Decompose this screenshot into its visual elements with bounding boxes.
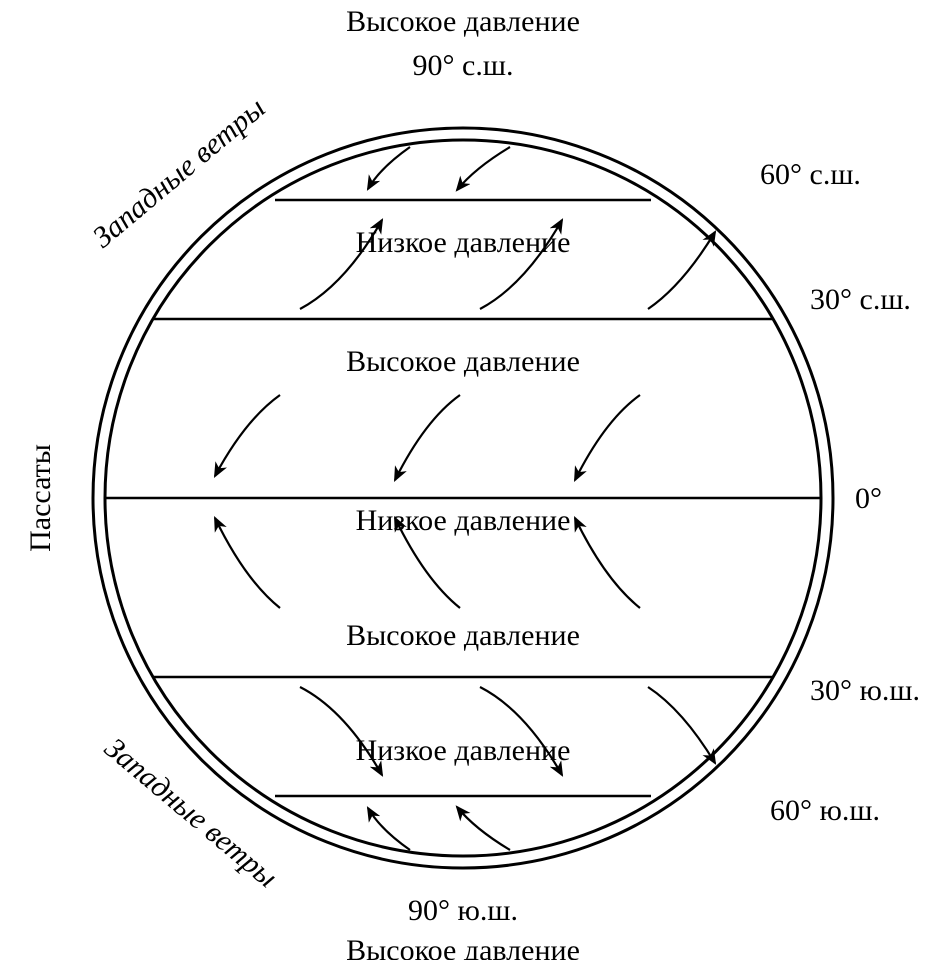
wind-arrow xyxy=(215,518,280,608)
diagram-label: 90° ю.ш. xyxy=(408,894,518,927)
wind-arrow xyxy=(457,807,510,850)
diagram-label: Западные ветры xyxy=(99,731,284,894)
atmospheric-circulation-diagram: Высокое давление 90° с.ш. Низкое давление В… xyxy=(0,0,926,960)
diagram-label: Пассаты xyxy=(24,444,57,552)
diagram-label: Высокое давление xyxy=(346,5,580,38)
diagram-label: 90° с.ш. xyxy=(413,49,514,82)
wind-arrow xyxy=(575,395,640,480)
diagram-svg: Высокое давление 90° с.ш. Низкое давление В… xyxy=(0,0,926,960)
wind-arrow xyxy=(215,395,280,476)
wind-arrow xyxy=(457,147,510,190)
diagram-label: 30° с.ш. xyxy=(810,283,911,316)
diagram-label: Низкое давление xyxy=(356,226,571,259)
wind-arrow xyxy=(575,518,640,608)
diagram-label: Высокое давление xyxy=(346,934,580,960)
diagram-label: Высокое давление xyxy=(346,345,580,378)
wind-arrow xyxy=(648,687,715,763)
diagram-label: Западные ветры xyxy=(86,91,271,254)
wind-arrow xyxy=(395,395,460,480)
diagram-label: Низкое давление xyxy=(356,504,571,537)
labels-group: Высокое давление 90° с.ш. Низкое давление В… xyxy=(24,5,920,960)
diagram-label: 60° с.ш. xyxy=(760,158,861,191)
wind-arrow xyxy=(648,232,715,309)
diagram-label: Низкое давление xyxy=(356,734,571,767)
diagram-label: Высокое давление xyxy=(346,619,580,652)
wind-arrow xyxy=(368,147,410,189)
latitude-lines xyxy=(105,200,821,796)
diagram-label: 0° xyxy=(855,482,882,515)
diagram-label: 30° ю.ш. xyxy=(810,674,920,707)
diagram-label: 60° ю.ш. xyxy=(770,794,880,827)
